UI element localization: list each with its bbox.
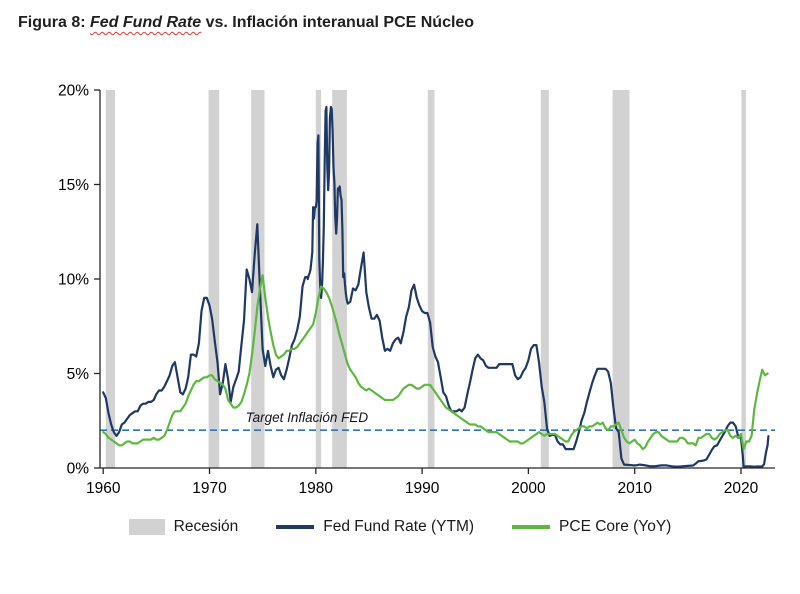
svg-text:5%: 5% [67, 366, 90, 383]
figure-title-prefix: Figura 8: [18, 14, 91, 31]
legend-item-pce-core: PCE Core (YoY) [512, 518, 671, 536]
svg-text:1980: 1980 [299, 480, 334, 497]
chart-legend: Recesión Fed Fund Rate (YTM) PCE Core (Y… [0, 518, 800, 536]
chart-canvas: 0% 5% 10% 15% 20% 1960 1970 1980 1990 2000 2010 202… [58, 83, 775, 497]
fed-fund-line-swatch [276, 525, 315, 529]
figure-title-italic: Fed Fund Rate [90, 14, 202, 31]
pce-core-line-swatch [512, 525, 551, 529]
svg-text:20%: 20% [58, 83, 89, 100]
figure-title-rest: vs. Inflación interanual PCE Núcleo [201, 14, 475, 31]
svg-text:0%: 0% [67, 461, 90, 478]
svg-text:1970: 1970 [192, 480, 227, 497]
svg-text:1990: 1990 [405, 480, 440, 497]
recession-band-swatch [128, 519, 165, 535]
figure: Figura 8: Fed Fund Rate vs. Inflación in… [0, 0, 800, 536]
svg-text:15%: 15% [58, 177, 89, 194]
svg-text:10%: 10% [58, 272, 89, 289]
svg-text:2010: 2010 [617, 480, 652, 497]
figure-title: Figura 8: Fed Fund Rate vs. Inflación in… [0, 0, 800, 32]
svg-text:1960: 1960 [86, 480, 121, 497]
svg-text:2000: 2000 [511, 480, 546, 497]
legend-label-pce-core: PCE Core (YoY) [559, 518, 672, 535]
legend-item-fed-fund-rate: Fed Fund Rate (YTM) [276, 518, 474, 536]
legend-item-recession: Recesión [128, 518, 239, 536]
legend-label-fed-fund-rate: Fed Fund Rate (YTM) [323, 518, 475, 535]
svg-text:Target Inflación FED: Target Inflación FED [246, 410, 369, 425]
chart-area: 0% 5% 10% 15% 20% 1960 1970 1980 1990 2000 2010 202… [0, 34, 800, 506]
legend-label-recession: Recesión [173, 518, 239, 535]
svg-text:2020: 2020 [724, 480, 759, 497]
